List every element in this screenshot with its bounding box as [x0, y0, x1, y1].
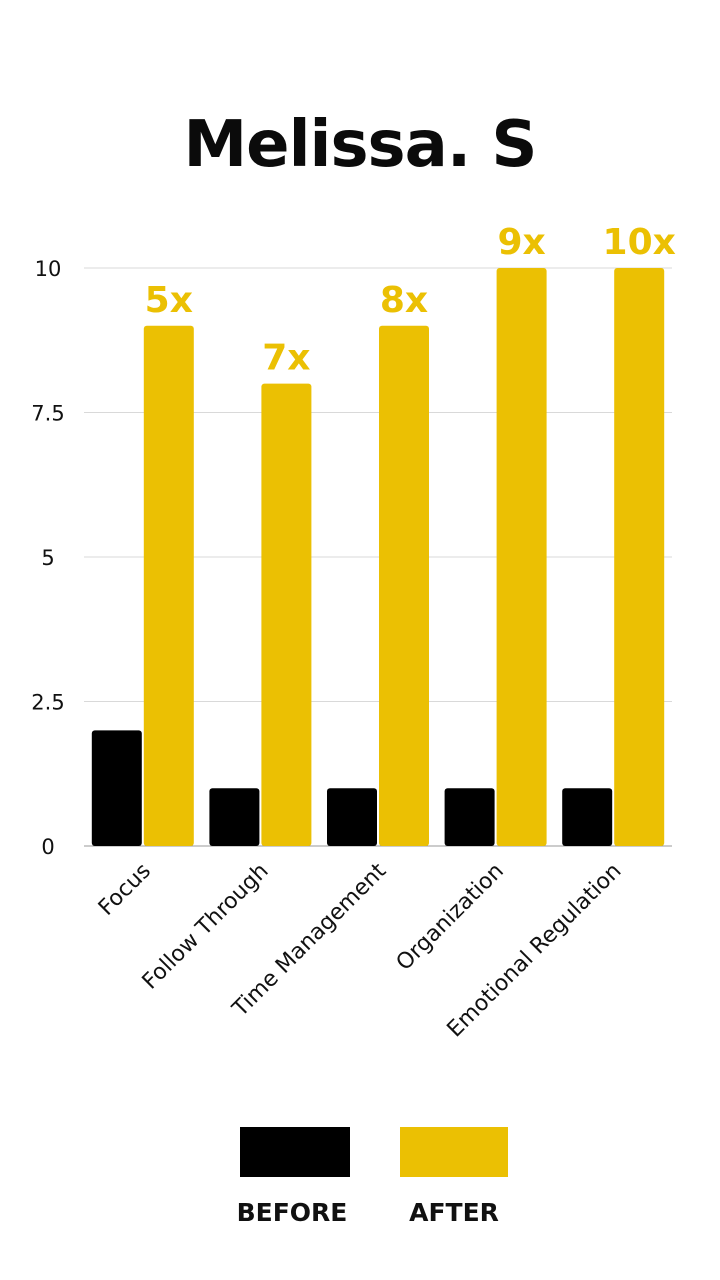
bar-after — [379, 325, 429, 846]
x-category-label: Follow Through — [138, 859, 274, 995]
y-tick-label: 7.5 — [31, 402, 64, 426]
legend-label-after: AFTER — [409, 1198, 499, 1227]
x-category-label: Focus — [94, 859, 156, 921]
y-tick-label: 2.5 — [31, 691, 64, 715]
y-tick-label: 5 — [41, 546, 54, 570]
data-label: 10x — [603, 222, 676, 263]
bar-after — [614, 268, 665, 846]
data-label: 9x — [497, 222, 545, 263]
bar-before — [327, 788, 377, 846]
bar-after — [143, 325, 194, 846]
bar-before — [91, 730, 142, 846]
data-label: 8x — [380, 280, 428, 321]
bar-before — [562, 788, 613, 846]
bar-before — [209, 788, 260, 846]
y-tick-label: 0 — [41, 835, 54, 859]
legend-swatch-before — [240, 1127, 350, 1177]
x-category-label: Organization — [392, 859, 509, 976]
bar-before — [444, 788, 495, 846]
bar-after — [496, 268, 547, 846]
legend-swatch-after — [400, 1127, 508, 1177]
y-tick-label: 10 — [35, 257, 62, 281]
chart-title: Melissa. S — [183, 108, 537, 182]
legend-label-before: BEFORE — [236, 1198, 348, 1227]
data-label: 5x — [145, 280, 193, 321]
bar-after — [261, 383, 312, 846]
data-label: 7x — [262, 338, 310, 379]
